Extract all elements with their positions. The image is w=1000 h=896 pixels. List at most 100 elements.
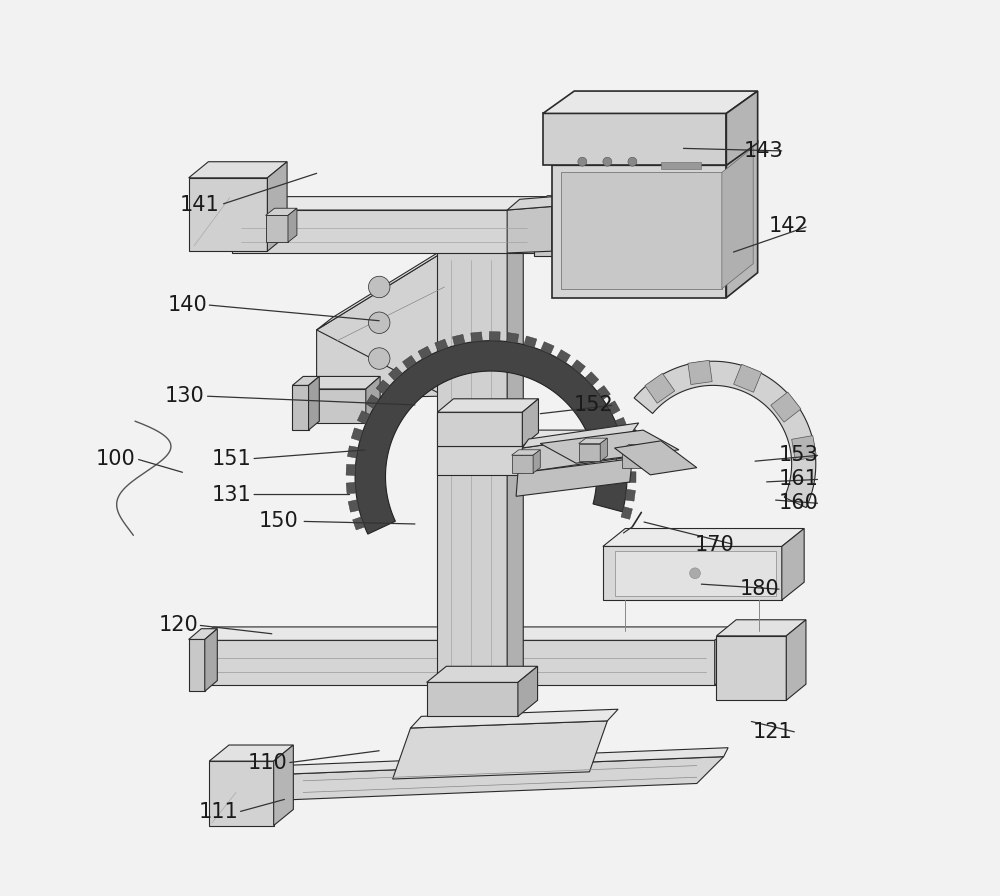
Polygon shape [726, 141, 758, 297]
Text: 161: 161 [779, 470, 819, 489]
Polygon shape [541, 341, 554, 354]
Polygon shape [427, 667, 538, 683]
Text: 150: 150 [258, 512, 298, 531]
Polygon shape [437, 412, 522, 446]
Text: 131: 131 [212, 485, 252, 504]
Polygon shape [540, 430, 679, 463]
Polygon shape [393, 721, 607, 779]
Polygon shape [645, 374, 675, 403]
Polygon shape [556, 195, 570, 255]
Polygon shape [471, 332, 482, 342]
Polygon shape [250, 756, 724, 801]
Polygon shape [209, 745, 293, 761]
Polygon shape [616, 430, 636, 475]
Polygon shape [348, 500, 359, 513]
Bar [661, 161, 701, 168]
Polygon shape [524, 336, 537, 348]
Polygon shape [437, 399, 538, 412]
Text: 121: 121 [752, 722, 792, 743]
Polygon shape [516, 459, 632, 496]
Polygon shape [585, 372, 599, 386]
Polygon shape [266, 208, 297, 215]
Polygon shape [418, 346, 432, 359]
Polygon shape [376, 380, 390, 394]
Polygon shape [346, 464, 355, 476]
Polygon shape [534, 195, 570, 206]
Circle shape [690, 568, 700, 579]
Polygon shape [366, 394, 379, 409]
Polygon shape [615, 551, 776, 596]
Polygon shape [786, 620, 806, 701]
Polygon shape [351, 428, 363, 441]
Circle shape [368, 348, 390, 369]
Text: 180: 180 [740, 580, 779, 599]
Text: 120: 120 [158, 616, 198, 635]
Polygon shape [317, 251, 445, 399]
Text: 142: 142 [768, 216, 808, 237]
Polygon shape [621, 435, 633, 448]
Polygon shape [622, 444, 650, 450]
Polygon shape [552, 165, 726, 297]
Polygon shape [437, 251, 507, 701]
Polygon shape [507, 237, 523, 701]
Polygon shape [792, 435, 817, 461]
Polygon shape [435, 340, 448, 351]
Polygon shape [196, 641, 715, 685]
Polygon shape [722, 148, 753, 289]
Polygon shape [716, 636, 786, 701]
Polygon shape [552, 141, 758, 165]
Polygon shape [715, 627, 733, 685]
Polygon shape [621, 506, 632, 520]
Polygon shape [353, 517, 365, 530]
Polygon shape [615, 441, 697, 475]
Polygon shape [734, 365, 762, 392]
Polygon shape [189, 629, 217, 640]
Polygon shape [388, 366, 402, 381]
Text: 143: 143 [743, 141, 783, 161]
Polygon shape [189, 640, 205, 692]
Text: 170: 170 [695, 535, 735, 555]
Polygon shape [579, 438, 607, 444]
Polygon shape [305, 376, 380, 389]
Polygon shape [347, 446, 358, 458]
Polygon shape [543, 114, 726, 165]
Polygon shape [607, 401, 620, 415]
Polygon shape [522, 423, 639, 448]
Text: 141: 141 [180, 194, 219, 215]
Polygon shape [274, 745, 293, 825]
Polygon shape [366, 376, 380, 423]
Polygon shape [507, 206, 552, 253]
Polygon shape [205, 629, 217, 692]
Polygon shape [403, 356, 416, 369]
Polygon shape [489, 332, 500, 340]
Polygon shape [634, 361, 816, 507]
Polygon shape [643, 444, 650, 468]
Polygon shape [355, 340, 627, 534]
Circle shape [628, 158, 637, 166]
Polygon shape [452, 334, 465, 346]
Polygon shape [189, 161, 287, 177]
Text: 160: 160 [779, 494, 819, 513]
Polygon shape [512, 455, 533, 473]
Polygon shape [512, 450, 540, 455]
Polygon shape [518, 667, 538, 717]
Text: 140: 140 [167, 295, 207, 314]
Polygon shape [507, 195, 564, 210]
Polygon shape [726, 91, 758, 165]
Polygon shape [716, 620, 806, 636]
Polygon shape [520, 432, 632, 473]
Polygon shape [534, 206, 556, 255]
Polygon shape [266, 215, 288, 242]
Polygon shape [292, 376, 319, 385]
Polygon shape [437, 430, 636, 446]
Polygon shape [411, 710, 618, 728]
Polygon shape [305, 389, 366, 423]
Polygon shape [597, 385, 610, 400]
Polygon shape [627, 472, 636, 483]
Polygon shape [603, 529, 804, 547]
Polygon shape [427, 683, 518, 717]
Polygon shape [533, 450, 540, 473]
Text: 151: 151 [212, 449, 252, 469]
Polygon shape [196, 627, 733, 641]
Polygon shape [557, 349, 570, 363]
